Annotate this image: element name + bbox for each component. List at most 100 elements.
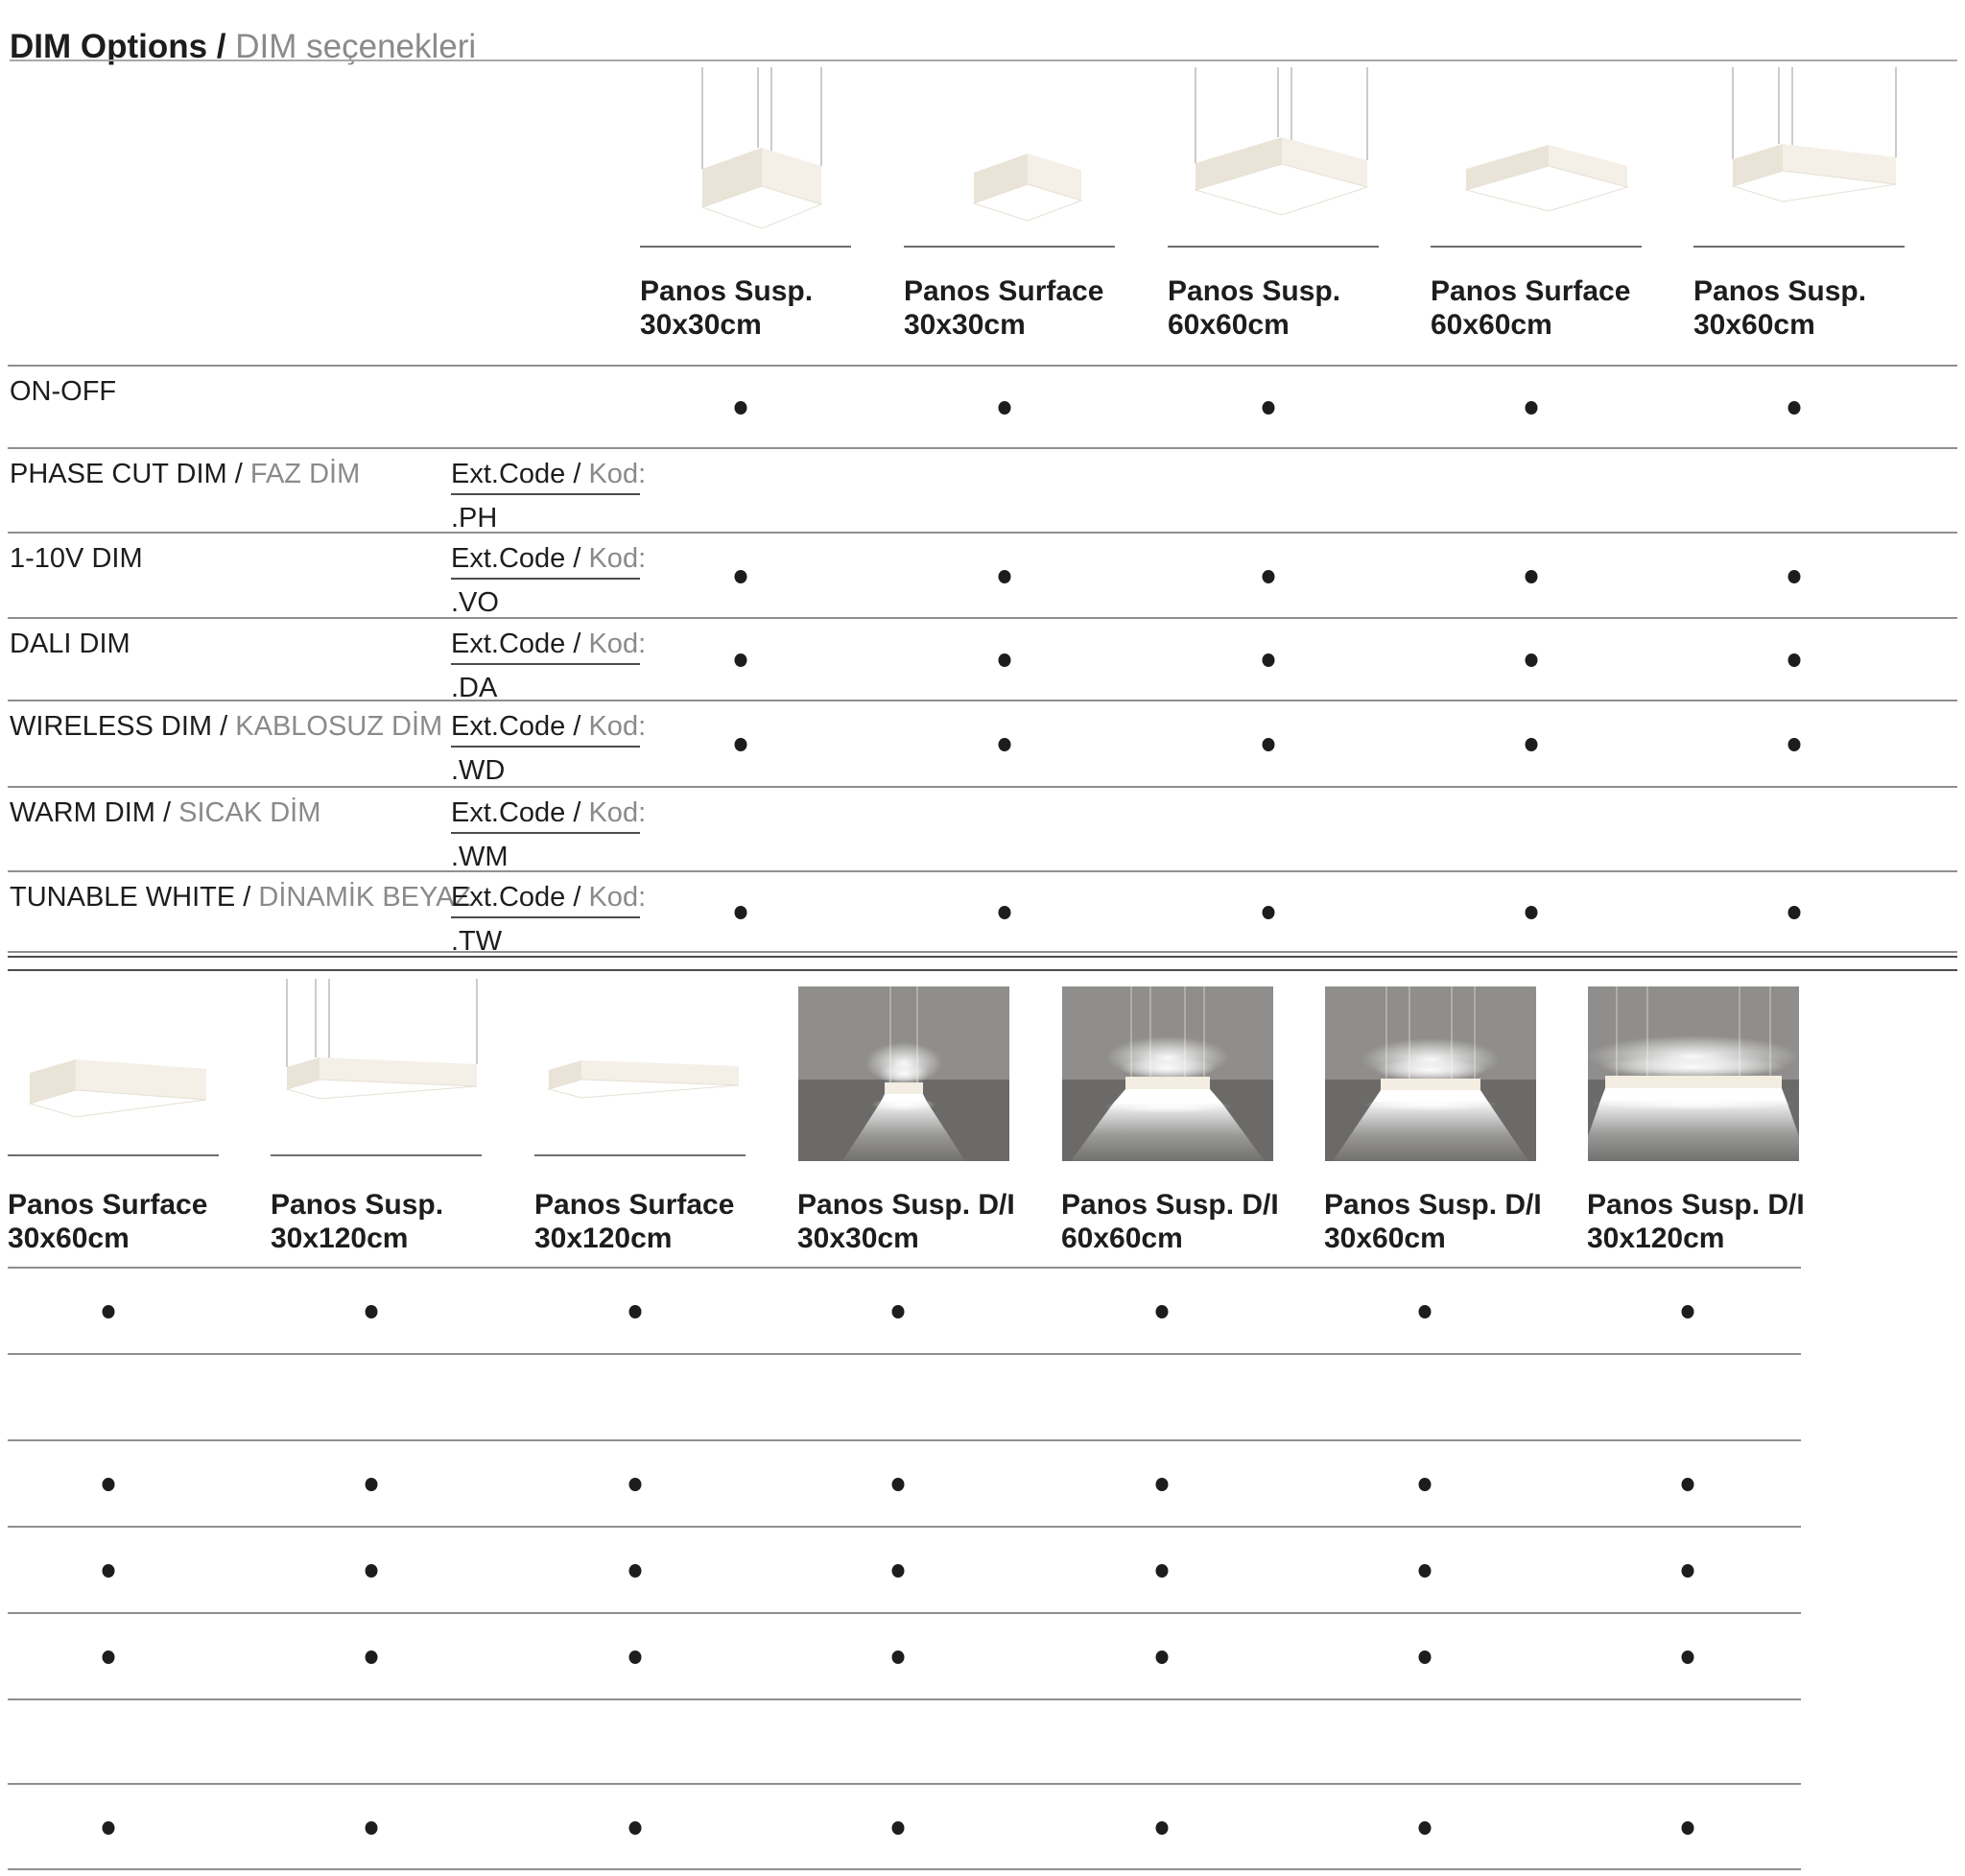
ext-code-underline	[451, 746, 640, 748]
option-label-tr: FAZ DİM	[249, 459, 361, 489]
section1-row-rule-4	[8, 700, 1957, 701]
availability-dot	[1525, 738, 1538, 751]
section2-row-rule-5	[8, 1698, 1801, 1700]
page-title: DIM Options / DIM seçenekleri	[10, 28, 476, 66]
availability-dot	[998, 906, 1011, 919]
ext-code-label: Ext.Code / Kod:	[451, 882, 646, 914]
column-header-surface-30x30: Panos Surface 30x30cm	[904, 274, 1103, 342]
product-image-susp-30x60	[1693, 63, 1906, 240]
option-label-en: PHASE CUT DIM /	[10, 459, 243, 489]
option-label: DALI DIM	[10, 629, 130, 660]
option-label: TUNABLE WHITE / DİNAMİK BEYAZ	[10, 882, 471, 914]
section-divider-bottom	[8, 969, 1957, 971]
availability-dot	[998, 570, 1011, 583]
ext-code-label-en: Ext.Code /	[451, 882, 581, 913]
availability-dot	[1787, 738, 1801, 751]
availability-dot	[628, 1650, 642, 1664]
column-underline	[904, 246, 1115, 248]
availability-dot	[1418, 1305, 1432, 1318]
product-image-susp-60x60	[1168, 63, 1381, 240]
ext-code-label-en: Ext.Code /	[451, 797, 581, 828]
column-header-surface-30x60: Panos Surface 30x60cm	[8, 1188, 207, 1255]
availability-dot	[1681, 1821, 1694, 1835]
section1-row-rule-7	[8, 951, 1957, 953]
column-underline	[8, 1154, 219, 1156]
product-photo-photo-di-30x60	[1324, 986, 1537, 1161]
column-header-susp-30x30: Panos Susp. 30x30cm	[640, 274, 813, 342]
availability-dot	[891, 1650, 905, 1664]
availability-dot	[1681, 1305, 1694, 1318]
product-photo-photo-di-30x120	[1587, 986, 1800, 1161]
availability-dot	[998, 401, 1011, 415]
column-header-susp-30x120: Panos Susp. 30x120cm	[271, 1188, 443, 1255]
availability-dot	[1262, 570, 1275, 583]
column-size: 30x30cm	[904, 309, 1026, 341]
ext-code-label-tr: Kod:	[588, 882, 647, 913]
column-name: Panos Susp. D/I	[1324, 1189, 1542, 1221]
product-photo-photo-di-60x60	[1061, 986, 1274, 1161]
section2-row-rule-0	[8, 1267, 1801, 1269]
availability-dot	[1418, 1564, 1432, 1578]
column-name: Panos Susp.	[1168, 275, 1341, 307]
option-label: WARM DIM / SICAK DİM	[10, 797, 320, 829]
column-name: Panos Susp. D/I	[1061, 1189, 1279, 1221]
availability-dot	[1525, 401, 1538, 415]
column-size: 30x60cm	[8, 1223, 130, 1254]
section1-row-rule-2	[8, 532, 1957, 534]
column-size: 60x60cm	[1168, 309, 1290, 341]
availability-dot	[102, 1650, 115, 1664]
section2-row-rule-1	[8, 1353, 1801, 1355]
column-name: Panos Surface	[534, 1189, 735, 1221]
ext-code-underline	[451, 493, 640, 495]
product-image-susp-30x30	[640, 63, 853, 240]
product-image-surface-30x120	[534, 975, 747, 1152]
availability-dot	[1418, 1650, 1432, 1664]
page-title-tr: DIM seçenekleri	[235, 28, 477, 66]
availability-dot	[102, 1305, 115, 1318]
column-name: Panos Surface	[904, 275, 1104, 307]
availability-dot	[1262, 906, 1275, 919]
availability-dot	[1155, 1650, 1169, 1664]
availability-dot	[1525, 906, 1538, 919]
ext-code-label: Ext.Code / Kod:	[451, 711, 646, 743]
ext-code-label: Ext.Code / Kod:	[451, 797, 646, 829]
availability-dot	[734, 653, 747, 667]
ext-code-label: Ext.Code / Kod:	[451, 543, 646, 575]
column-header-photo-di-30x60: Panos Susp. D/I 30x60cm	[1324, 1188, 1542, 1255]
availability-dot	[1681, 1478, 1694, 1491]
column-underline	[271, 1154, 482, 1156]
availability-dot	[1681, 1564, 1694, 1578]
column-header-photo-di-30x120: Panos Susp. D/I 30x120cm	[1587, 1188, 1805, 1255]
ext-code-label-tr: Kod:	[588, 459, 647, 489]
option-label-en: DALI DIM	[10, 629, 130, 659]
ext-code-label-tr: Kod:	[588, 797, 647, 828]
availability-dot	[1155, 1305, 1169, 1318]
column-name: Panos Susp.	[640, 275, 814, 307]
column-size: 30x30cm	[797, 1223, 919, 1254]
ext-code-value: .TW	[451, 926, 503, 957]
availability-dot	[998, 738, 1011, 751]
availability-dot	[628, 1564, 642, 1578]
ext-code-label-en: Ext.Code /	[451, 629, 581, 659]
availability-dot	[1525, 570, 1538, 583]
availability-dot	[628, 1305, 642, 1318]
column-header-surface-60x60: Panos Surface 60x60cm	[1431, 274, 1630, 342]
option-label-en: TUNABLE WHITE /	[10, 882, 251, 913]
column-header-photo-di-30x30: Panos Susp. D/I 30x30cm	[797, 1188, 1015, 1255]
column-size: 30x60cm	[1693, 309, 1815, 341]
availability-dot	[365, 1650, 378, 1664]
option-label-en: WARM DIM /	[10, 797, 172, 828]
product-image-susp-30x120	[271, 975, 484, 1152]
availability-dot	[1262, 653, 1275, 667]
availability-dot	[891, 1478, 905, 1491]
column-name: Panos Susp. D/I	[1587, 1189, 1805, 1221]
column-size: 60x60cm	[1061, 1223, 1183, 1254]
availability-dot	[1525, 653, 1538, 667]
section-divider-top	[8, 956, 1957, 958]
column-name: Panos Surface	[1431, 275, 1631, 307]
option-label: WIRELESS DIM / KABLOSUZ DİM	[10, 711, 442, 743]
column-size: 30x120cm	[1587, 1223, 1725, 1254]
availability-dot	[891, 1821, 905, 1835]
availability-dot	[1155, 1564, 1169, 1578]
availability-dot	[365, 1821, 378, 1835]
